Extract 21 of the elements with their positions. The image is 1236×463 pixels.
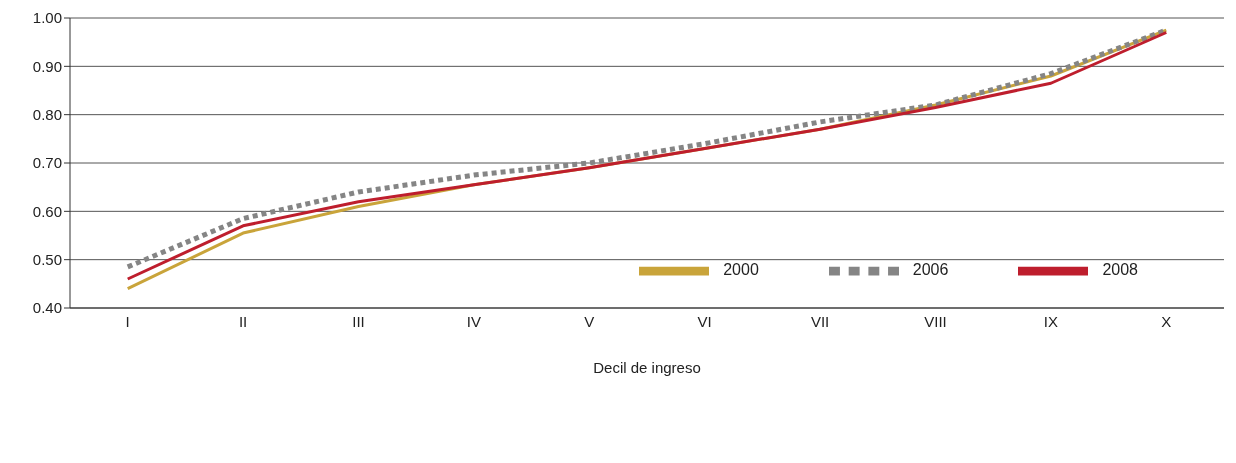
x-tick-label: IX [1043,312,1058,330]
x-tick-label: VI [697,312,712,330]
y-tick-label: 0.80 [32,105,62,123]
x-tick-label: II [238,312,248,330]
legend-label: 2006 [912,261,949,279]
x-tick-label: IV [466,312,481,330]
x-tick-label: VIII [924,312,947,330]
y-tick-label: 0.60 [32,202,62,220]
x-tick-label: V [584,312,595,330]
y-tick-label: 0.40 [32,299,62,317]
y-tick-label: 0.90 [32,57,62,75]
y-tick-label: 1.00 [32,9,62,27]
y-tick-label: 0.50 [32,250,62,268]
y-tick-label: 0.70 [32,154,62,172]
legend-label: 2008 [1102,261,1138,279]
x-tick-label: X [1161,312,1172,330]
legend-label: 2000 [723,261,759,279]
x-axis-title: Decil de ingreso [593,359,701,376]
x-tick-label: VII [810,312,830,330]
x-tick-label: III [352,312,365,330]
x-tick-label: I [125,312,130,330]
